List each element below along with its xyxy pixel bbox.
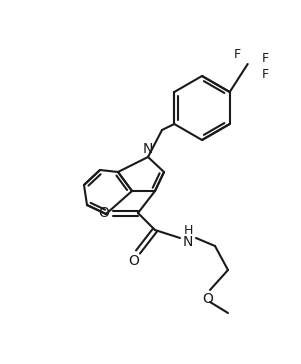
Text: N: N (183, 235, 193, 249)
Text: O: O (98, 206, 110, 220)
Text: O: O (203, 292, 213, 306)
Text: F: F (234, 47, 241, 60)
Text: F: F (262, 52, 269, 66)
Text: F: F (262, 67, 269, 80)
Text: H: H (183, 225, 193, 237)
Text: N: N (143, 142, 153, 156)
Text: O: O (129, 254, 139, 268)
